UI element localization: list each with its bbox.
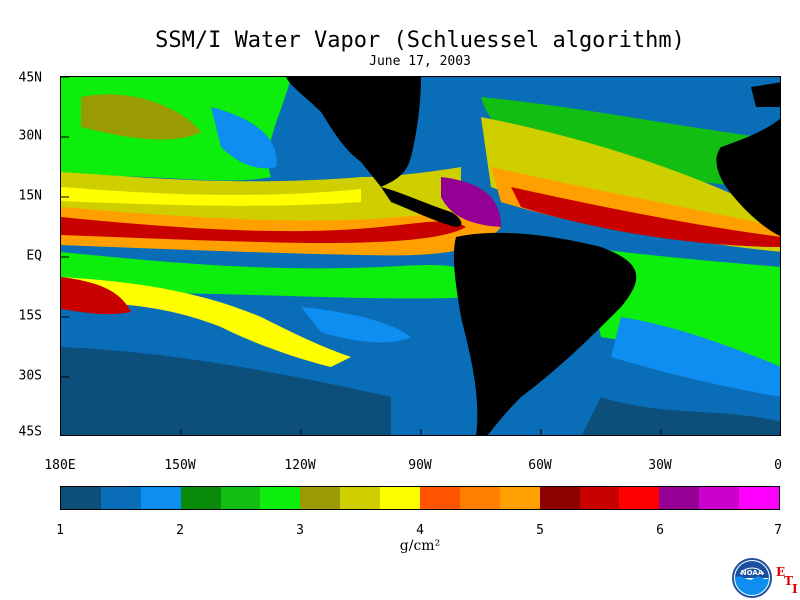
color-swatch: [100, 487, 141, 509]
africa-landmass: [716, 118, 780, 236]
map-title: SSM/I Water Vapor (Schluessel algorithm): [155, 28, 685, 53]
map-ticks: [61, 77, 662, 435]
scale-tick-1: 1: [56, 523, 64, 538]
lon-label-0: 0: [774, 458, 782, 473]
scale-tick-3: 3: [296, 523, 304, 538]
color-swatch: [499, 487, 540, 509]
lat-label-15s: 15S: [18, 308, 42, 324]
south-america-landmass: [453, 232, 637, 435]
lat-label-45s: 45S: [18, 424, 42, 440]
color-swatch: [579, 487, 620, 509]
color-swatch: [380, 487, 421, 509]
noaa-logo: NOAA: [732, 558, 772, 598]
map-date: June 17, 2003: [369, 54, 471, 69]
color-swatch: [260, 487, 301, 509]
color-swatch: [459, 487, 500, 509]
color-swatch: [220, 487, 261, 509]
color-swatch: [539, 487, 580, 509]
map-canvas: [61, 77, 780, 435]
eti-letter-e: E: [776, 565, 786, 579]
noaa-logo-text: NOAA: [741, 569, 764, 577]
lat-label-eq: EQ: [26, 248, 42, 264]
north-pacific-dry-patch: [211, 107, 277, 169]
color-swatch: [739, 487, 780, 509]
itcz-pacific-core: [61, 217, 466, 244]
color-swatch: [180, 487, 221, 509]
central-america-landmass: [381, 187, 462, 227]
north-pacific-moist-patch: [81, 94, 201, 140]
south-pacific-dry-region: [61, 347, 391, 435]
lon-label-120w: 120W: [284, 458, 316, 473]
south-pacific-convergence-band: [61, 277, 351, 367]
eti-letter-i: I: [792, 582, 798, 596]
south-pacific-dry-patch: [301, 307, 411, 343]
eti-mark: E T I: [776, 565, 800, 596]
lon-label-30w: 30W: [648, 458, 672, 473]
color-swatch: [619, 487, 660, 509]
units-label: g/cm²: [399, 538, 441, 554]
color-swatch: [61, 487, 101, 509]
lat-label-30n: 30N: [18, 128, 42, 144]
color-scale-bar: [60, 486, 780, 510]
lat-label-30s: 30S: [18, 368, 42, 384]
color-swatch: [420, 487, 460, 509]
atlantic-itcz-core: [511, 187, 780, 247]
color-swatch: [300, 487, 341, 509]
eti-letter-t: T: [784, 574, 793, 588]
water-vapor-map: [60, 76, 781, 436]
south-atlantic-dry-region: [582, 397, 780, 435]
color-swatch: [140, 487, 181, 509]
itcz-peak-patch: [441, 177, 501, 227]
north-atlantic-moist-band: [481, 97, 761, 187]
scale-tick-2: 2: [176, 523, 184, 538]
scale-tick-7: 7: [774, 523, 782, 538]
color-swatch: [340, 487, 381, 509]
europe-landmass: [751, 82, 780, 107]
color-swatch: [699, 487, 740, 509]
south-pacific-wet-core: [61, 277, 131, 315]
north-subtropical-inner-band: [61, 187, 361, 206]
equatorial-moist-band: [61, 252, 481, 299]
lon-label-180e: 180E: [44, 458, 76, 473]
lat-label-45n: 45N: [18, 70, 42, 86]
lon-label-90w: 90W: [408, 458, 432, 473]
south-atlantic-dry-band: [611, 317, 780, 397]
color-swatch: [659, 487, 700, 509]
scale-tick-6: 6: [656, 523, 664, 538]
lon-label-60w: 60W: [528, 458, 552, 473]
lon-label-150w: 150W: [164, 458, 196, 473]
lat-label-15n: 15N: [18, 188, 42, 204]
north-america-landmass: [286, 77, 421, 187]
scale-tick-5: 5: [536, 523, 544, 538]
scale-tick-4: 4: [416, 523, 424, 538]
